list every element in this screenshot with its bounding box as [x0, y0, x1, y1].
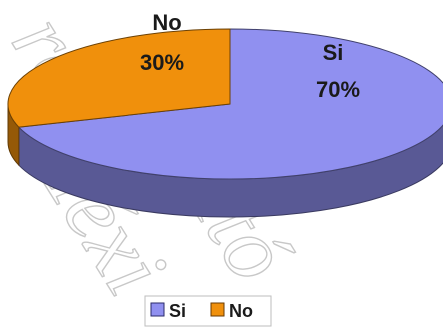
- legend-label-si: Si: [169, 301, 186, 321]
- legend-label-no: No: [229, 301, 253, 321]
- slice-label-no-category: No: [152, 10, 181, 35]
- slice-label-si-category: Si: [323, 40, 344, 65]
- slice-label-si-value: 70%: [316, 77, 360, 102]
- pie-slices: [7, 28, 443, 218]
- legend-swatch-si: [150, 302, 165, 317]
- pie-slice-si: [17, 28, 443, 180]
- legend-swatch-no: [210, 302, 225, 317]
- pie-slice-no: [7, 28, 231, 128]
- slice-label-no-value: 30%: [140, 50, 184, 75]
- legend-box: [144, 295, 272, 327]
- slice-labels: Si 70% No 30%: [140, 10, 360, 102]
- legend: Si No: [144, 295, 272, 327]
